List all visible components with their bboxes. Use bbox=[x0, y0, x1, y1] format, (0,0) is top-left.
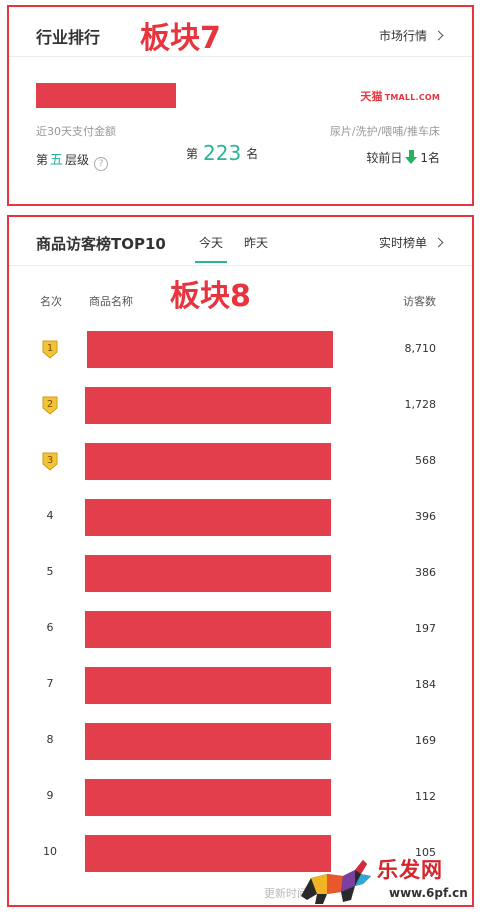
rank-indicator: 第 223 名 bbox=[186, 141, 258, 165]
column-header-rank: 名次 bbox=[40, 295, 62, 308]
rank-number: 4 bbox=[46, 509, 54, 522]
visitor-top10-header: 商品访客榜TOP10 今天 昨天 实时榜单 bbox=[9, 217, 472, 266]
rank-value: 223 bbox=[203, 141, 242, 165]
level-value: 五 bbox=[50, 153, 64, 168]
realtime-ranking-label: 实时榜单 bbox=[378, 236, 427, 250]
column-header-visitors: 访客数 bbox=[403, 295, 436, 308]
visitor-count: 169 bbox=[415, 734, 436, 747]
visitor-top10-title: 商品访客榜TOP10 bbox=[36, 235, 166, 253]
rank-number: 2 bbox=[46, 399, 54, 410]
visitor-count: 184 bbox=[415, 678, 436, 691]
rank-suffix: 名 bbox=[246, 147, 259, 161]
help-icon[interactable]: ? bbox=[94, 157, 109, 171]
rank-number: 1 bbox=[46, 343, 54, 354]
redacted-product-name bbox=[87, 331, 333, 368]
column-header-product-name: 商品名称 bbox=[89, 295, 133, 308]
table-row[interactable]: 9 112 bbox=[9, 778, 472, 818]
realtime-ranking-link[interactable]: 实时榜单 bbox=[378, 234, 444, 251]
level-suffix: 层级 bbox=[65, 153, 90, 167]
tmall-logo-suffix: TMALL.COM bbox=[384, 93, 440, 102]
block-7-annotation: 板块7 bbox=[140, 21, 221, 56]
visitor-count: 8,710 bbox=[404, 342, 437, 355]
redacted-product-name bbox=[85, 779, 331, 816]
rank-number: 9 bbox=[46, 789, 54, 802]
rank-number: 10 bbox=[43, 845, 57, 858]
market-info-link[interactable]: 市场行情 bbox=[378, 27, 444, 44]
change-label: 较前日 bbox=[366, 151, 403, 165]
table-row[interactable]: 10 105 bbox=[9, 834, 472, 874]
rank-medal-icon: 3 bbox=[40, 451, 60, 471]
tab-yesterday[interactable]: 昨天 bbox=[244, 236, 269, 250]
tmall-logo-text: 天猫 bbox=[360, 90, 383, 103]
rank-change: 较前日 1名 bbox=[366, 149, 440, 166]
rank-number: 3 bbox=[46, 455, 54, 466]
table-row[interactable]: 8 169 bbox=[9, 722, 472, 762]
redacted-product-name bbox=[85, 443, 331, 480]
industry-ranking-panel: 行业排行 板块7 市场行情 天猫 TMALL.COM 近30天支付金额 尿片/洗护… bbox=[7, 5, 474, 206]
visitor-count: 386 bbox=[415, 566, 436, 579]
metric-label: 近30天支付金额 bbox=[36, 125, 116, 138]
rank-medal-icon: 1 bbox=[40, 339, 60, 359]
redacted-shop-name bbox=[36, 83, 176, 108]
watermark-url: www.6pf.cn bbox=[389, 886, 468, 900]
tab-today[interactable]: 今天 bbox=[194, 236, 228, 263]
watermark-text: 乐发网 bbox=[377, 858, 443, 882]
market-info-label: 市场行情 bbox=[378, 29, 427, 43]
redacted-product-name bbox=[85, 555, 331, 592]
industry-ranking-header: 行业排行 板块7 市场行情 bbox=[9, 7, 472, 57]
visitor-count: 568 bbox=[415, 454, 436, 467]
rank-prefix: 第 bbox=[186, 147, 199, 161]
block-8-annotation: 板块8 bbox=[170, 279, 251, 314]
visitor-count: 197 bbox=[415, 622, 436, 635]
bull-logo-icon bbox=[301, 860, 371, 904]
redacted-product-name bbox=[85, 611, 331, 648]
visitor-count: 112 bbox=[415, 790, 436, 803]
visitor-count: 1,728 bbox=[404, 398, 437, 411]
rank-number: 8 bbox=[46, 733, 54, 746]
visitor-count: 105 bbox=[415, 846, 436, 859]
level-indicator: 第五层级? bbox=[36, 149, 109, 171]
table-row[interactable]: 5 386 bbox=[9, 554, 472, 594]
arrow-down-icon bbox=[405, 150, 419, 164]
level-prefix: 第 bbox=[36, 153, 49, 167]
table-row[interactable]: 6 197 bbox=[9, 610, 472, 650]
rank-number: 6 bbox=[46, 621, 54, 634]
table-row[interactable]: 1 8,710 bbox=[9, 330, 472, 370]
change-value: 1名 bbox=[420, 151, 440, 165]
tmall-logo: 天猫 TMALL.COM bbox=[360, 88, 440, 104]
industry-ranking-title: 行业排行 bbox=[36, 28, 101, 47]
visitor-count: 396 bbox=[415, 510, 436, 523]
category-path: 尿片/洗护/喂哺/推车床 bbox=[329, 125, 440, 138]
table-row[interactable]: 3 568 bbox=[9, 442, 472, 482]
chevron-right-icon bbox=[433, 237, 444, 248]
rank-medal-icon: 2 bbox=[40, 395, 60, 415]
table-row[interactable]: 2 1,728 bbox=[9, 386, 472, 426]
chevron-right-icon bbox=[433, 30, 444, 41]
redacted-product-name bbox=[85, 835, 331, 872]
redacted-product-name bbox=[85, 499, 331, 536]
redacted-product-name bbox=[85, 387, 331, 424]
redacted-product-name bbox=[85, 667, 331, 704]
rank-number: 7 bbox=[46, 677, 54, 690]
table-row[interactable]: 4 396 bbox=[9, 498, 472, 538]
rank-number: 5 bbox=[46, 565, 54, 578]
site-watermark: 乐发网 www.6pf.cn bbox=[297, 850, 477, 910]
table-row[interactable]: 7 184 bbox=[9, 666, 472, 706]
redacted-product-name bbox=[85, 723, 331, 760]
